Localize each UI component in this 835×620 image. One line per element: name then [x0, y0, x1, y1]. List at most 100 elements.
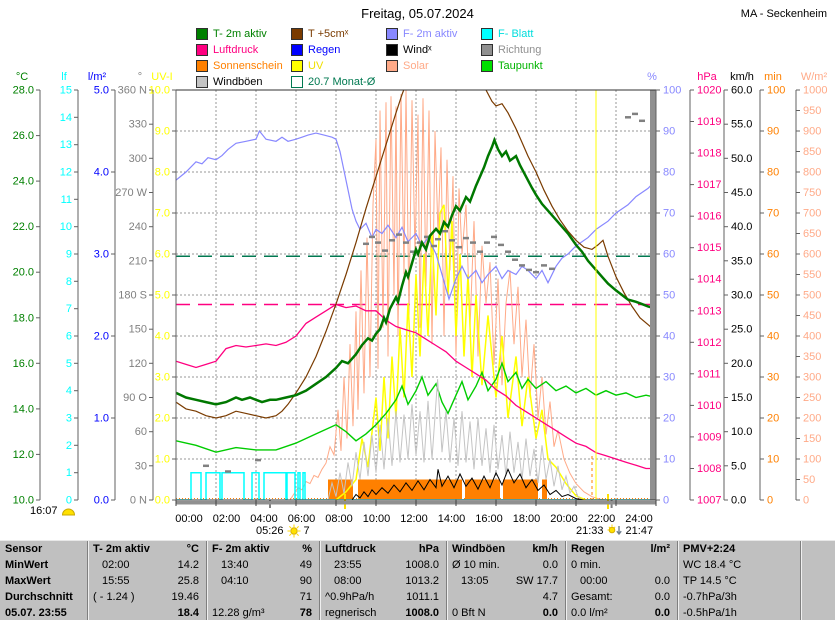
axis-tick-label: 0.0	[155, 495, 170, 507]
legend-item-t2m[interactable]: T- 2m aktiv	[196, 27, 267, 41]
x-tick-label: 20:00	[550, 513, 578, 525]
sunset-info: 21:33 21:47	[576, 524, 653, 537]
axis-tick-label: 1.0	[94, 413, 109, 425]
legend-marker-t2m	[196, 28, 208, 40]
table-cell-row: 15:55 25.8	[102, 575, 199, 587]
axis-tick-label: 10.0	[731, 426, 752, 438]
sunset-time: 21:33	[576, 524, 604, 537]
sunset-sun-icon	[607, 524, 622, 536]
legend-item-taupunkt[interactable]: Taupunkt	[481, 59, 543, 73]
axis-tick-label: 4.0	[94, 167, 109, 179]
legend-item-sonnenschein[interactable]: Sonnenschein	[196, 59, 283, 73]
axis-tick-label: 1	[66, 467, 72, 479]
axis-tick-label: 1016	[697, 211, 721, 223]
legend-marker-t5cm	[291, 28, 303, 40]
legend-item-regen[interactable]: Regen	[291, 43, 340, 57]
table-col-header: PMV+2:24	[683, 543, 736, 555]
axis-tick-label: 700	[803, 208, 821, 220]
axis-tick-label: 1019	[697, 116, 721, 128]
weather-chart: °C28.026.024.022.020.018.016.014.012.010…	[13, 71, 828, 525]
axis-tick-label: 20.0	[731, 358, 752, 370]
legend-item-monat[interactable]: 20.7 Monat-Ø	[291, 75, 375, 89]
axis-tick-label: 0	[767, 495, 773, 507]
table-col-3: Luftdruck hPa 23:55 1008.0 08:00 1013.2 ^0.9hP…	[319, 541, 446, 620]
axis-tick-label: 12.0	[13, 449, 34, 461]
x-tick-label: 08:00	[325, 513, 353, 525]
table-cell-row: 23:55 1008.0	[334, 559, 439, 571]
legend-label: Taupunkt	[498, 60, 543, 72]
legend-item-wind[interactable]: Windˣ	[386, 43, 432, 57]
series-t5cm	[176, 90, 656, 419]
legend-label: Luftdruck	[213, 44, 259, 56]
axis-tick-label: 0	[803, 495, 809, 507]
table-cell-row: ^0.9hPa/h 1011.1	[325, 591, 439, 603]
axis-tick-label: 24.0	[13, 176, 34, 188]
axis-tick-label: 50	[803, 474, 815, 486]
axis-tick-label: 5.0	[94, 85, 109, 97]
legend-item-t5cm[interactable]: T +5cmˣ	[291, 27, 348, 41]
legend-marker-fblatt	[481, 28, 493, 40]
axis-tick-label: 0	[66, 495, 72, 507]
axis-tick-label: 30	[663, 372, 675, 384]
axis-tick-label: 400	[803, 331, 821, 343]
legend-label: Windböen	[213, 76, 263, 88]
axis-unit: km/h	[730, 71, 754, 83]
legend-item-uv[interactable]: UV	[291, 59, 323, 73]
axis-tick-label: 6	[66, 331, 72, 343]
axis-tick-label: 0 N	[130, 495, 147, 507]
axis-tick-label: 1014	[697, 274, 721, 286]
axis-tick-label: 210	[129, 255, 147, 267]
sunrise-note: 7	[303, 525, 310, 537]
axis-tick-label: 50	[767, 290, 779, 302]
axis-tick-label: 800	[803, 167, 821, 179]
axis-hpa: hPa 1020 1019 1018 1017 1016 1015 1014 1013 1012 1…	[689, 71, 721, 507]
plot-right-border	[650, 90, 656, 500]
axis-tick-label: 70	[767, 208, 779, 220]
legend-label: T +5cmˣ	[308, 28, 349, 40]
legend-label: Sonnenschein	[213, 60, 283, 72]
axis-uv: UV-I 10.0 9.0 8.0 7.0 6.0 5.0 4.0 3.0 2.0 1.0 0.0	[149, 71, 177, 507]
legend-item-luftdruck[interactable]: Luftdruck	[196, 43, 258, 57]
table-col-header: Regen l/m²	[571, 543, 670, 555]
legend-item-solar[interactable]: Solar	[386, 59, 429, 73]
table-col-2: F- 2m aktiv% 13:40 49 04:10 90 71 12.28 g/m³ 78	[206, 541, 319, 620]
legend-marker-sonnenschein	[196, 60, 208, 72]
axis-tick-label: 750	[803, 187, 821, 199]
legend-label: 20.7 Monat-Ø	[308, 76, 376, 88]
table-row-label: MaxWert	[5, 575, 51, 587]
axis-tick-label: 0.0	[94, 495, 109, 507]
series-wind	[176, 467, 656, 500]
axis-tick-label: 300	[803, 372, 821, 384]
axis-tick-label: 20	[663, 413, 675, 425]
legend-label: F- 2m aktiv	[403, 28, 458, 40]
axis-tick-label: 40	[663, 331, 675, 343]
axis-tick-label: 2.0	[155, 413, 170, 425]
table-row-label: MinWert	[5, 559, 49, 571]
axis-tick-label: 100	[803, 454, 821, 466]
table-col-4: Windböen km/h Ø 10 min. 0.0 13:05 SW 17.7 4.7 0…	[446, 541, 565, 620]
axis-kmh: km/h 60.0 55.0 50.0 45.0 40.0 35.0 30.0 25.0 20.0…	[723, 71, 754, 507]
series-t2m	[176, 136, 656, 406]
axis-tick-label: 900	[803, 126, 821, 138]
axis-tick-label: 90	[767, 126, 779, 138]
axis-tick-label: 1017	[697, 179, 721, 191]
axis-tick-label: 100	[767, 85, 785, 97]
legend-item-fblatt[interactable]: F- Blatt	[481, 27, 533, 41]
axis-tick-label: 70	[663, 208, 675, 220]
axis-tick-label: 950	[803, 105, 821, 117]
legend-item-windboeen[interactable]: Windböen	[196, 75, 263, 89]
x-tick-label: 02:00	[213, 513, 241, 525]
axis-tick-label: 360 N	[118, 85, 147, 97]
axis-tick-label: 2.0	[94, 331, 109, 343]
axis-tick-label: 11	[61, 194, 72, 206]
x-tick-label: 22:00	[588, 513, 616, 525]
axis-tick-label: 30	[135, 460, 147, 472]
table-cell-row: 13:40 49	[221, 559, 312, 571]
legend-item-f2m[interactable]: F- 2m aktiv	[386, 27, 457, 41]
page-title: Freitag, 05.07.2024	[361, 6, 474, 21]
axis-tick-label: 250	[803, 392, 821, 404]
axis-unit: %	[647, 71, 657, 83]
legend-item-richtung[interactable]: Richtung	[481, 43, 541, 57]
station-name: MA - Seckenheim	[740, 8, 827, 20]
